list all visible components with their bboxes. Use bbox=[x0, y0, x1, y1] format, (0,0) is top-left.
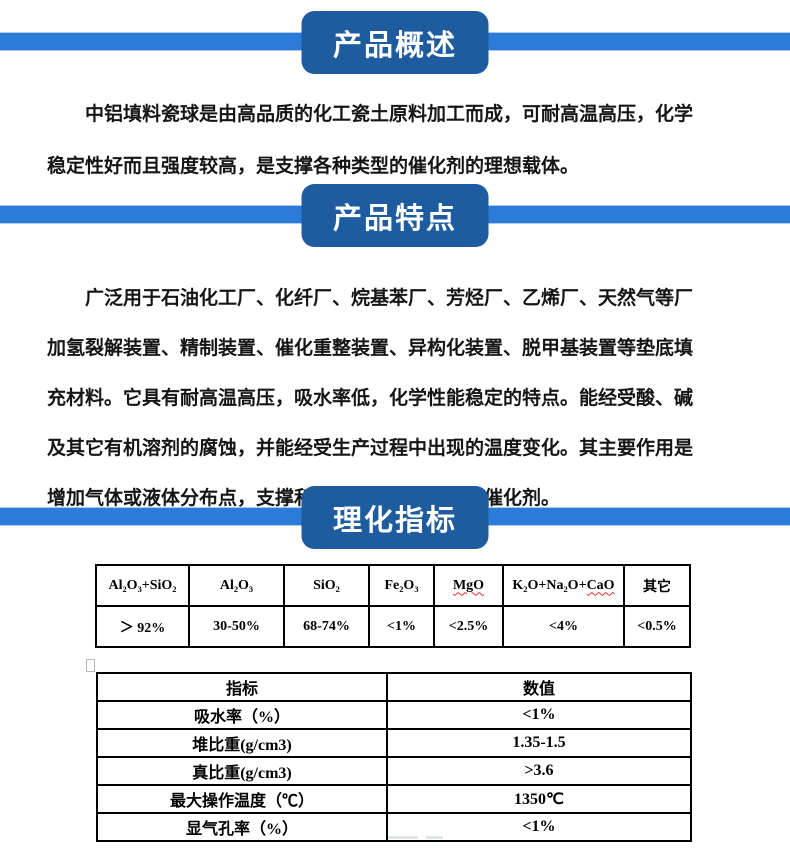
overview-paragraph: 中铝填料瓷球是由高品质的化工瓷土原料加工而成，可耐高温高压，化学 稳定性好而且强… bbox=[47, 92, 747, 196]
composition-value-row: ＞ 92% 30-50% 68-74% <1% <2.5% <4% <0.5% bbox=[95, 605, 691, 648]
header-label: MgO bbox=[452, 577, 485, 593]
table-header-cell: MgO bbox=[433, 564, 504, 607]
section-header-features: 产品特点 bbox=[0, 184, 790, 248]
property-table: 指标 数值 吸水率（%） <1% 堆比重(g/cm3) 1.35-1.5 真比重… bbox=[96, 672, 692, 842]
table-cell: <1% bbox=[386, 700, 692, 730]
table-header-cell: Al₂O₃ bbox=[188, 564, 285, 607]
table-cell: <2.5% bbox=[433, 605, 504, 648]
table-cell: 真比重(g/cm3) bbox=[96, 756, 388, 786]
section-title-specs: 理化指标 bbox=[332, 504, 457, 537]
table-cell: <1% bbox=[368, 605, 435, 648]
composition-header-row: Al₂O₃+SiO₂ Al₂O₃ SiO₂ Fe₂O₃ MgO K₂O+Na₂O… bbox=[95, 564, 691, 607]
table-header-cell: 数值 bbox=[386, 672, 692, 702]
table-header-cell: 其它 bbox=[623, 564, 691, 607]
table-row: 显气孔率（%） <1% bbox=[96, 812, 692, 842]
table-cell: 最大操作温度（℃） bbox=[96, 784, 388, 814]
section-title-features: 产品特点 bbox=[332, 202, 457, 235]
table-header-cell: SiO₂ bbox=[283, 564, 370, 607]
section-header-overview: 产品概述 bbox=[0, 11, 790, 75]
table-cell: ＞ 92% bbox=[95, 605, 190, 648]
table-row: 吸水率（%） <1% bbox=[96, 700, 692, 730]
header-label: SiO₂ bbox=[313, 577, 340, 593]
table-cell: 30-50% bbox=[188, 605, 285, 648]
table-cell: 1350℃ bbox=[386, 784, 692, 814]
table-cell: 68-74% bbox=[283, 605, 370, 648]
table-grip-mark bbox=[388, 836, 418, 839]
table-cell: 显气孔率（%） bbox=[96, 812, 388, 842]
header-label: Al₂O₃ bbox=[219, 577, 254, 593]
table-row: 最大操作温度（℃） 1350℃ bbox=[96, 784, 692, 814]
table-header-cell: K₂O+Na₂O+CaO bbox=[502, 564, 625, 607]
section-title-pill-specs: 理化指标 bbox=[301, 486, 489, 549]
table-grip-mark bbox=[426, 836, 443, 839]
table-cell: 吸水率（%） bbox=[96, 700, 388, 730]
header-label: Fe₂O₃ bbox=[384, 577, 419, 593]
paragraph-line: 中铝填料瓷球是由高品质的化工瓷土原料加工而成，可耐高温高压，化学 bbox=[85, 104, 694, 125]
section-title-pill-overview: 产品概述 bbox=[301, 11, 489, 74]
header-label: K₂O+Na₂O+ bbox=[512, 577, 587, 593]
header-label: 其它 bbox=[643, 579, 671, 595]
table-cell: >3.6 bbox=[386, 756, 692, 786]
table-row: 堆比重(g/cm3) 1.35-1.5 bbox=[96, 728, 692, 758]
section-title-pill-features: 产品特点 bbox=[301, 184, 489, 247]
paragraph-line: 稳定性好而且强度较高，是支撑各种类型的催化剂的理想载体。 bbox=[47, 156, 580, 177]
table-cell: <0.5% bbox=[623, 605, 691, 648]
paragraph-line: 广泛用于石油化工厂、化纤厂、烷基苯厂、芳烃厂、乙烯厂、天然气等厂 bbox=[85, 288, 694, 309]
table-cell: 1.35-1.5 bbox=[386, 728, 692, 758]
header-label: Al₂O₃+SiO₂ bbox=[108, 577, 177, 593]
paragraph-line: 及其它有机溶剂的腐蚀，并能经受生产过程中出现的温度变化。其主要作用是 bbox=[47, 438, 694, 459]
section-title-overview: 产品概述 bbox=[332, 29, 457, 62]
paragraph-line: 充材料。它具有耐高温高压，吸水率低，化学性能稳定的特点。能经受酸、碱 bbox=[47, 388, 694, 409]
table-header-cell: 指标 bbox=[96, 672, 388, 702]
paragraph-line: 加氢裂解装置、精制装置、催化重整装置、异构化装置、脱甲基装置等垫底填 bbox=[47, 338, 694, 359]
table-cell: <4% bbox=[502, 605, 625, 648]
table-handle-mark bbox=[86, 659, 95, 672]
section-header-specs: 理化指标 bbox=[0, 486, 790, 550]
property-header-row: 指标 数值 bbox=[96, 672, 692, 702]
table-row: 真比重(g/cm3) >3.6 bbox=[96, 756, 692, 786]
composition-table: Al₂O₃+SiO₂ Al₂O₃ SiO₂ Fe₂O₃ MgO K₂O+Na₂O… bbox=[95, 564, 691, 648]
table-header-cell: Fe₂O₃ bbox=[368, 564, 435, 607]
header-label: CaO bbox=[586, 577, 615, 593]
table-header-cell: Al₂O₃+SiO₂ bbox=[95, 564, 190, 607]
table-cell: 堆比重(g/cm3) bbox=[96, 728, 388, 758]
